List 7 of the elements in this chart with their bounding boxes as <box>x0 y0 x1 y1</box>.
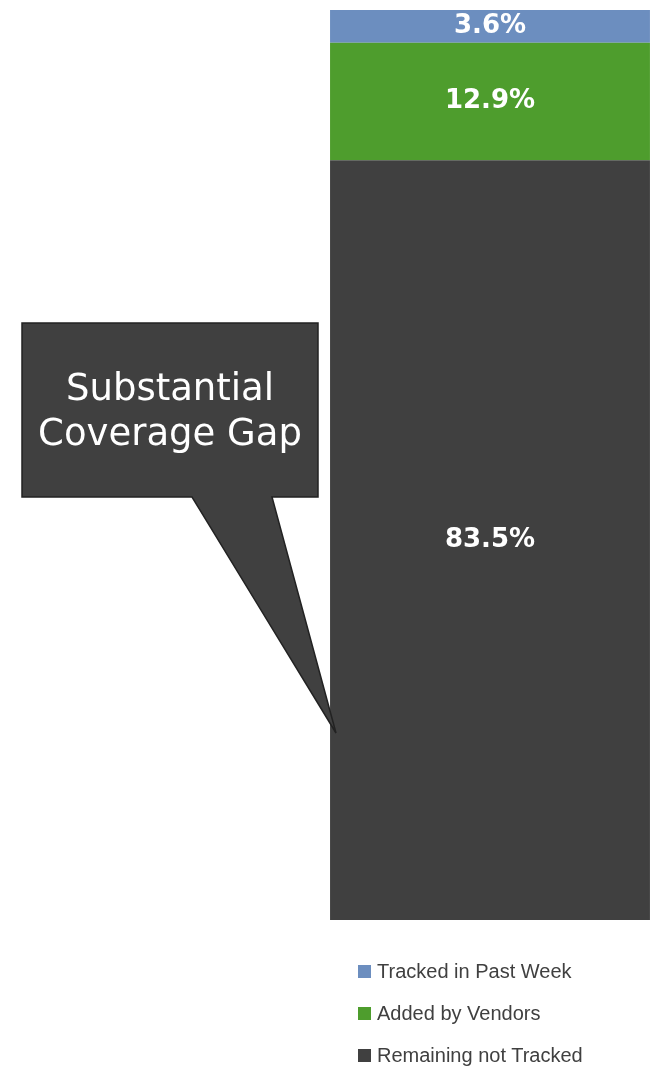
data-label: 12.9% <box>444 84 536 115</box>
text: Substantial Coverage Gap <box>37 365 303 456</box>
legend-label: Remaining not Tracked <box>376 1042 583 1068</box>
data-label: 83.5% <box>444 522 536 553</box>
legend-label: Added by Vendors <box>376 1000 542 1026</box>
legend-label: Tracked in Past Week <box>376 958 573 984</box>
data-label: 3.6% <box>453 9 527 40</box>
